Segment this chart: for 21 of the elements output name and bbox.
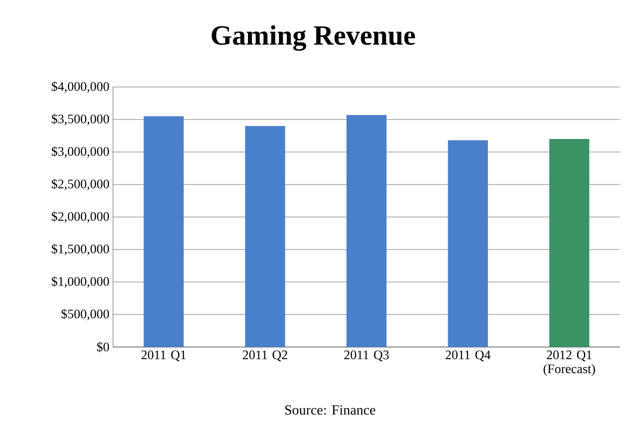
y-tick-label: $0 [97, 342, 109, 352]
y-tick-label: $3,000,000 [52, 146, 109, 158]
bar [346, 114, 386, 347]
y-tick-label: $1,500,000 [52, 244, 109, 256]
bar [144, 116, 184, 347]
chart-title: Gaming Revenue [212, 25, 415, 51]
y-tick-label: $2,500,000 [52, 178, 109, 190]
x-tick-label: 2011 Q4 [446, 350, 490, 362]
source-note: Source: Finance [285, 405, 376, 415]
bar [549, 138, 590, 347]
x-tick-label: 2011 Q2 [242, 350, 288, 362]
y-tick-label: $3,500,000 [52, 114, 109, 126]
y-tick-label: $4,000,000 [52, 81, 109, 93]
y-tick-label: $500,000 [61, 308, 109, 320]
x-tick-label: 2011 Q1 [141, 350, 186, 362]
y-tick-label: $1,000,000 [52, 276, 109, 288]
x-tick-label: 2011 Q3 [344, 350, 389, 362]
bar [448, 140, 488, 347]
y-tick-label: $2,000,000 [52, 211, 109, 223]
bar [245, 126, 286, 347]
x-tick-label: 2012 Q1 (Forecast) [544, 350, 595, 376]
